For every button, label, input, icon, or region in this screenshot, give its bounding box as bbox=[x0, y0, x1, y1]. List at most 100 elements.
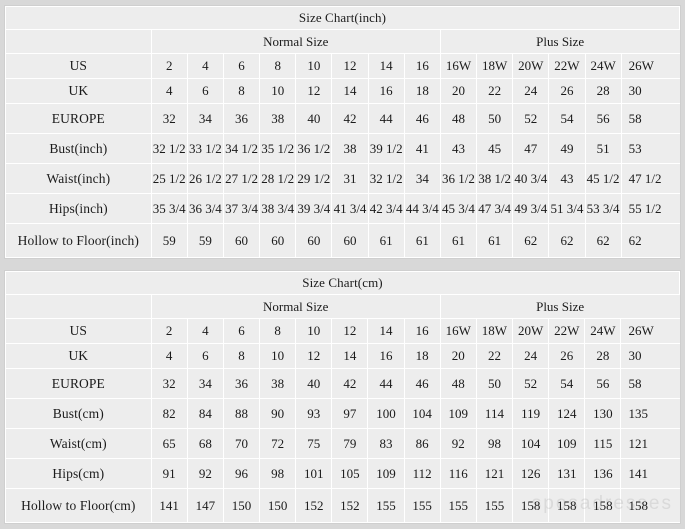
data-cell: 98 bbox=[259, 458, 297, 489]
title-row: Size Chart(inch) bbox=[5, 6, 680, 30]
data-cell: 155 bbox=[475, 488, 514, 523]
data-cell: 115 bbox=[584, 428, 622, 459]
data-cell: 155 bbox=[367, 488, 405, 523]
data-cell: 6 bbox=[222, 53, 261, 79]
data-cell: 60 bbox=[331, 223, 369, 258]
data-cell: 54 bbox=[548, 103, 586, 134]
data-cell: 40 bbox=[295, 368, 333, 399]
data-cell: 16 bbox=[403, 318, 441, 344]
data-cell: 62 bbox=[548, 223, 586, 258]
data-cell: 18W bbox=[475, 318, 514, 344]
group-header-plus-size: Plus Size bbox=[439, 294, 680, 319]
data-cell: 10 bbox=[295, 53, 333, 79]
data-cell: 141 bbox=[150, 488, 188, 523]
data-cell: 150 bbox=[259, 488, 297, 523]
table-row: Hips(cm) 91 92 96 98 101 105 109 112 116 121 126 131… bbox=[5, 458, 680, 489]
table-row: Waist(inch) 25 1/2 26 1/2 27 1/2 28 1/2 29 1/… bbox=[5, 163, 680, 194]
data-cell: 83 bbox=[367, 428, 405, 459]
data-cell: 32 bbox=[150, 103, 188, 134]
data-cell: 10 bbox=[259, 343, 297, 369]
data-cell: 130 bbox=[584, 398, 622, 429]
data-cell: 8 bbox=[222, 343, 261, 369]
data-cell: 45 bbox=[476, 133, 514, 164]
data-cell: 4 bbox=[150, 343, 188, 369]
data-cell: 36 bbox=[222, 368, 261, 399]
data-cell: 50 bbox=[475, 368, 514, 399]
data-cell: 22 bbox=[476, 78, 514, 104]
data-cell: 61 bbox=[367, 223, 405, 258]
group-header-normal-size: Normal Size bbox=[150, 29, 441, 54]
table-row: UK 4 6 8 10 12 14 16 18 20 22 24 26 28 30 bbox=[5, 78, 680, 104]
data-cell: 60 bbox=[222, 223, 261, 258]
data-cell: 6 bbox=[186, 78, 224, 104]
data-cell: 75 bbox=[295, 428, 333, 459]
group-header-normal-size: Normal Size bbox=[150, 294, 441, 319]
data-cell: 18 bbox=[403, 78, 441, 104]
data-cell: 104 bbox=[403, 398, 441, 429]
data-cell: 26 bbox=[548, 343, 586, 369]
data-cell: 20W bbox=[512, 318, 550, 344]
data-cell: 8 bbox=[259, 53, 297, 79]
data-cell: 14 bbox=[331, 343, 369, 369]
data-cell: 34 bbox=[403, 163, 441, 194]
data-cell: 20 bbox=[439, 343, 477, 369]
table-row: Hips(inch) 35 3/4 36 3/4 37 3/4 38 3/4 39 3/4… bbox=[5, 193, 680, 224]
size-table-cm: Size Chart(cm) Normal Size Plus Size US 2 4 6 8… bbox=[5, 271, 680, 523]
row-label: Hips(cm) bbox=[5, 458, 152, 489]
row-label: Bust(cm) bbox=[5, 398, 152, 429]
data-cell: 27 1/2 bbox=[222, 163, 261, 194]
data-cell: 62 bbox=[512, 223, 550, 258]
data-cell: 12 bbox=[331, 318, 369, 344]
data-cell: 49 3/4 bbox=[512, 193, 550, 224]
data-cell: 32 1/2 bbox=[150, 133, 188, 164]
data-cell: 92 bbox=[439, 428, 477, 459]
table-row: EUROPE 32 34 36 38 40 42 44 46 48 50 52 54 56 58 bbox=[5, 103, 680, 134]
data-cell: 61 bbox=[403, 223, 441, 258]
data-cell: 34 1/2 bbox=[222, 133, 261, 164]
data-cell: 158 bbox=[584, 488, 622, 523]
row-label: Hips(inch) bbox=[5, 193, 152, 224]
data-cell: 49 bbox=[548, 133, 586, 164]
data-cell: 36 1/2 bbox=[439, 163, 478, 194]
data-cell: 38 3/4 bbox=[259, 193, 297, 224]
data-cell: 32 bbox=[150, 368, 188, 399]
data-cell: 35 1/2 bbox=[259, 133, 297, 164]
data-cell: 25 1/2 bbox=[150, 163, 188, 194]
data-cell: 36 bbox=[222, 103, 261, 134]
data-cell: 22W bbox=[548, 53, 586, 79]
data-cell: 44 bbox=[367, 368, 405, 399]
row-label: EUROPE bbox=[5, 103, 152, 134]
data-cell: 58 bbox=[620, 368, 680, 399]
data-cell: 4 bbox=[186, 318, 224, 344]
group-header-row: Normal Size Plus Size bbox=[5, 294, 680, 319]
data-cell: 150 bbox=[222, 488, 261, 523]
data-cell: 39 1/2 bbox=[367, 133, 405, 164]
data-cell: 70 bbox=[222, 428, 261, 459]
data-cell: 50 bbox=[476, 103, 514, 134]
data-cell: 42 bbox=[331, 103, 369, 134]
data-cell: 147 bbox=[186, 488, 224, 523]
data-cell: 48 bbox=[439, 103, 478, 134]
row-label: US bbox=[5, 318, 152, 344]
data-cell: 47 bbox=[512, 133, 550, 164]
data-cell: 47 1/2 bbox=[620, 163, 680, 194]
data-cell: 29 1/2 bbox=[295, 163, 333, 194]
data-cell: 79 bbox=[331, 428, 369, 459]
data-cell: 116 bbox=[439, 458, 477, 489]
data-cell: 45 1/2 bbox=[584, 163, 622, 194]
data-cell: 30 bbox=[620, 78, 680, 104]
data-cell: 158 bbox=[548, 488, 586, 523]
table-row: EUROPE 32 34 36 38 40 42 44 46 48 50 52 54 56 58 bbox=[5, 368, 680, 399]
data-cell: 35 3/4 bbox=[150, 193, 188, 224]
data-cell: 60 bbox=[295, 223, 333, 258]
data-cell: 92 bbox=[186, 458, 224, 489]
row-label: UK bbox=[5, 78, 152, 104]
row-label: Waist(cm) bbox=[5, 428, 152, 459]
data-cell: 51 bbox=[584, 133, 622, 164]
data-cell: 16W bbox=[439, 53, 478, 79]
data-cell: 52 bbox=[512, 103, 550, 134]
data-cell: 36 1/2 bbox=[295, 133, 333, 164]
data-cell: 101 bbox=[295, 458, 333, 489]
data-cell: 41 3/4 bbox=[331, 193, 369, 224]
data-cell: 16 bbox=[367, 343, 405, 369]
